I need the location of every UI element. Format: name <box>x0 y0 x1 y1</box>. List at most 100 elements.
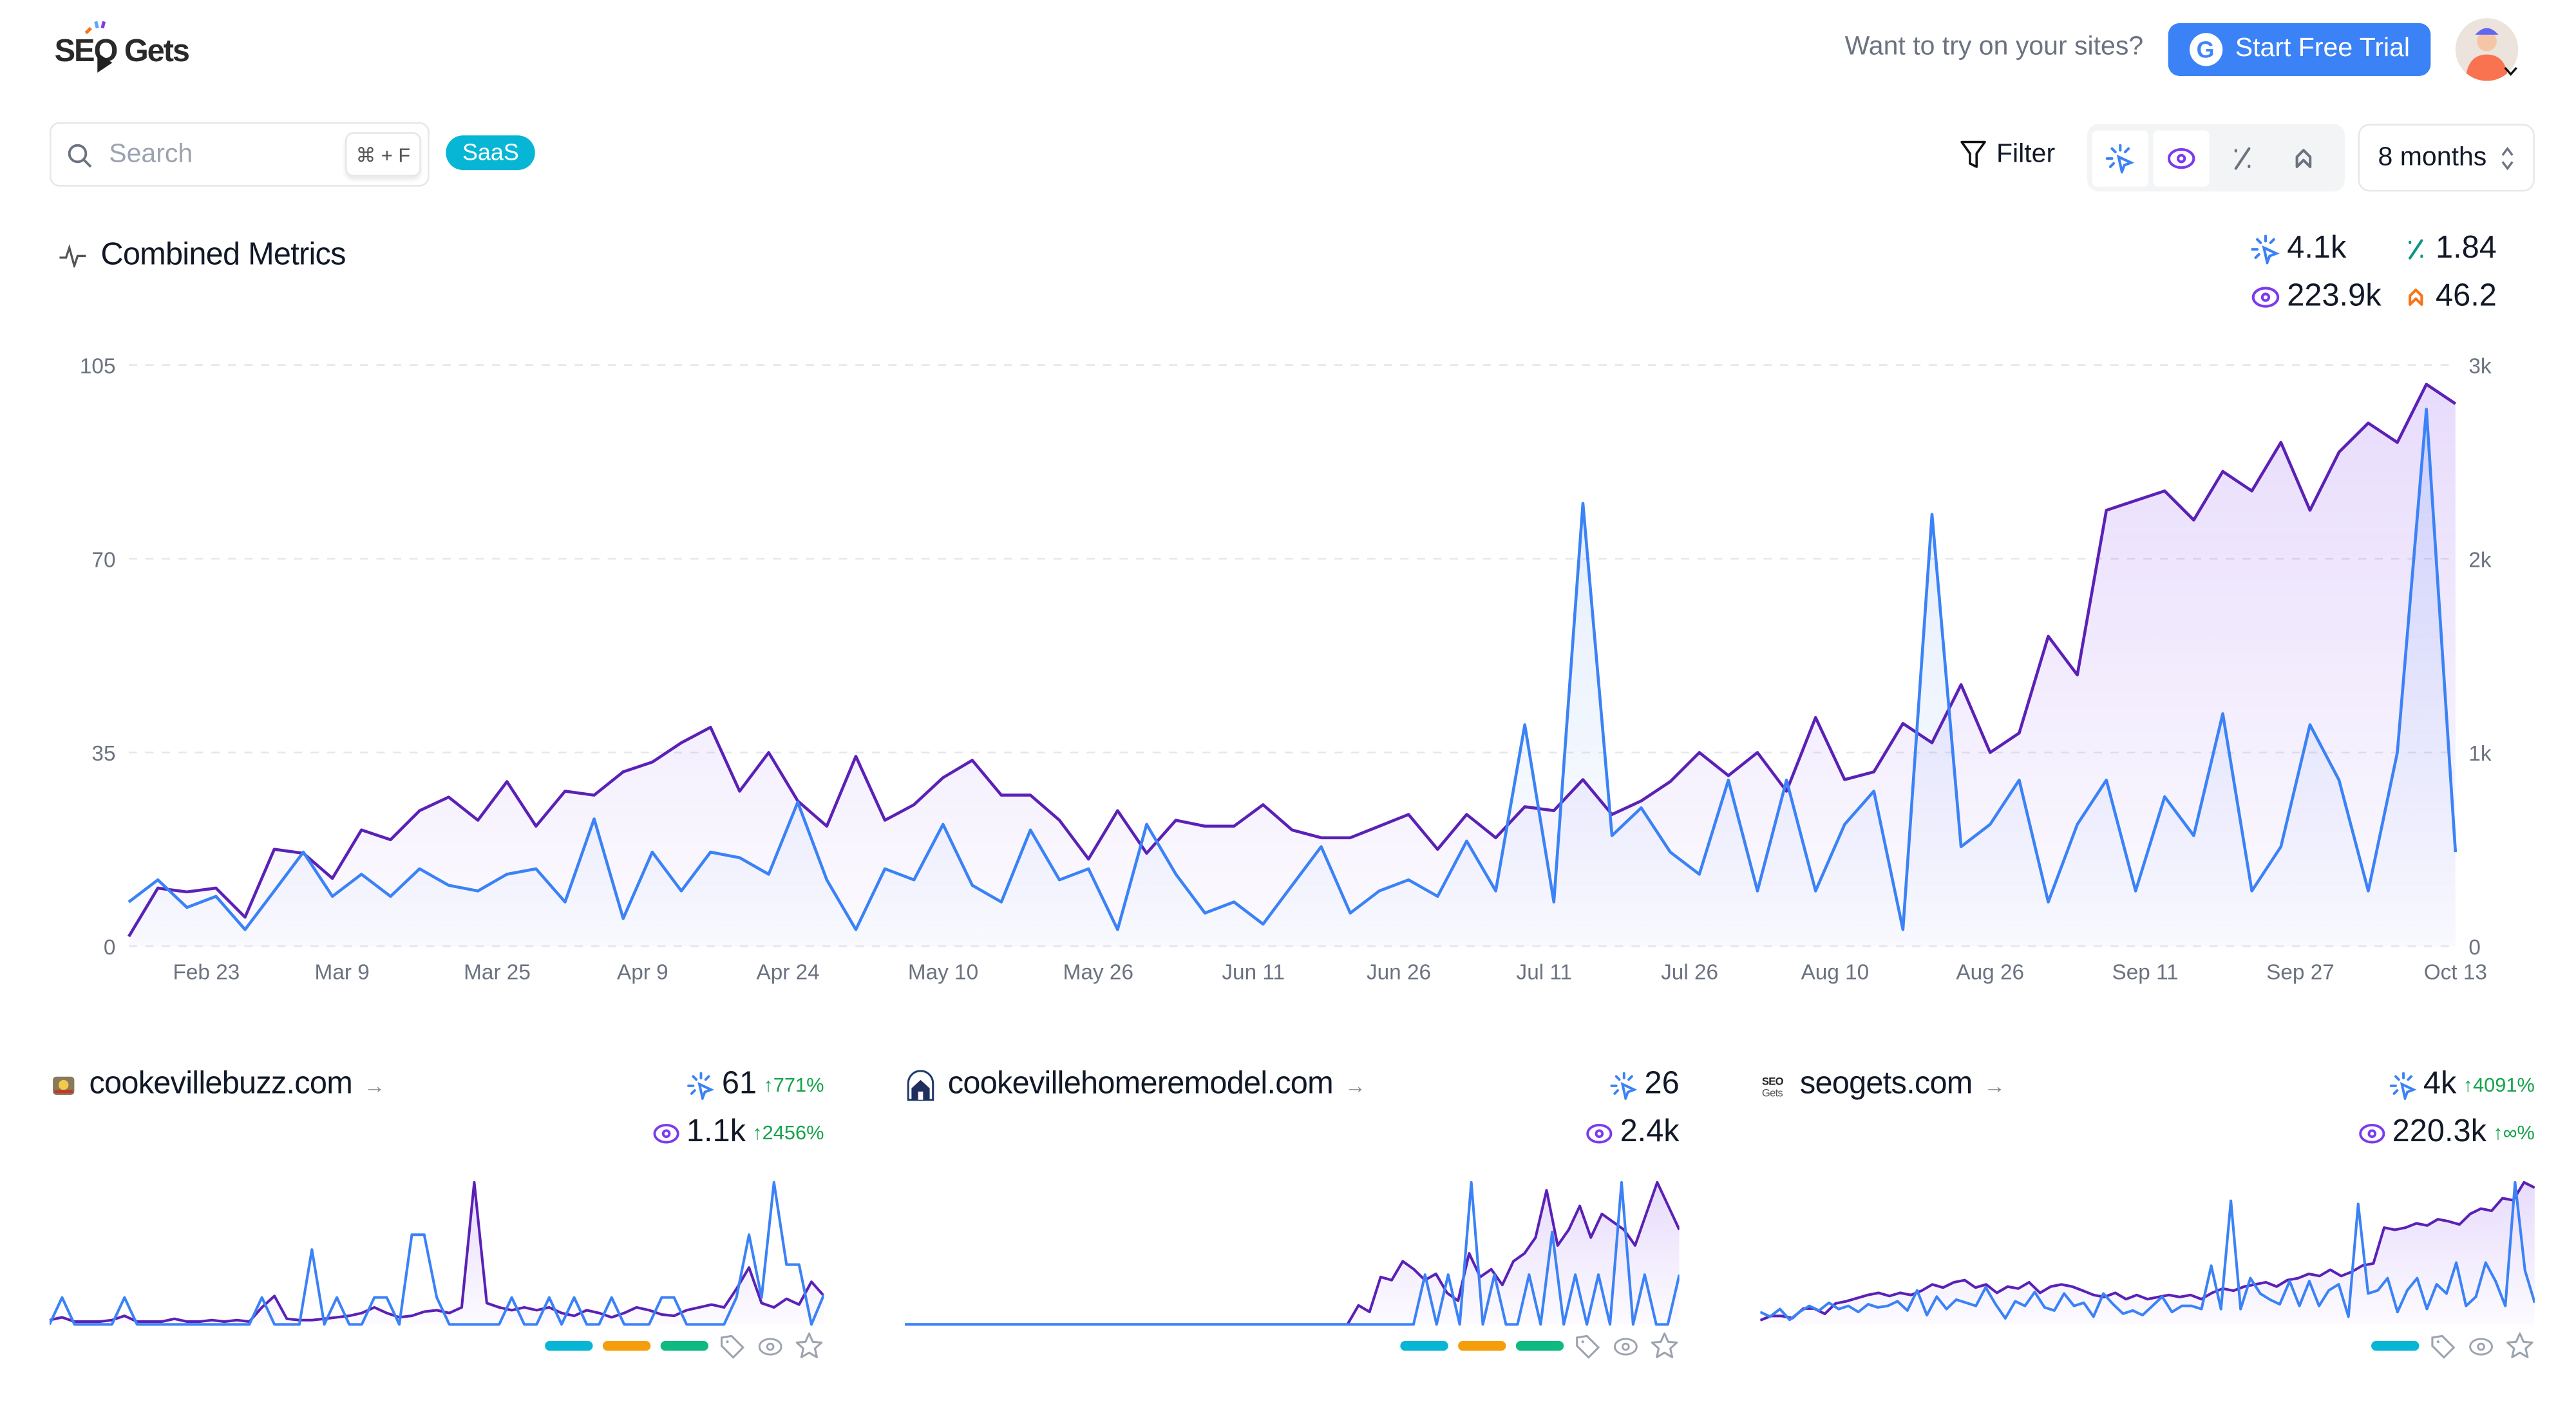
watch-eye-icon[interactable] <box>1612 1332 1640 1360</box>
toggle-ctr[interactable] <box>2214 129 2270 185</box>
site-link[interactable]: cookevillebuzz.com → <box>50 1067 385 1103</box>
tag-icon[interactable] <box>2429 1332 2458 1360</box>
watch-eye-icon[interactable] <box>756 1332 784 1360</box>
metric-toggle-group <box>2087 124 2345 192</box>
site-actions <box>2371 1331 2535 1361</box>
favorite-star-icon[interactable] <box>1650 1331 1680 1361</box>
average-ctr-value: 1.84 <box>2436 231 2497 266</box>
x-axis-tick: Sep 11 <box>2112 961 2179 985</box>
filter-button[interactable]: Filter <box>1960 140 2056 170</box>
search-input[interactable] <box>106 138 327 171</box>
site-clicks: 4k ↑4091% <box>2389 1067 2535 1103</box>
impressions-eye-icon <box>2358 1123 2385 1143</box>
site-sparkline[interactable] <box>1760 1156 2535 1329</box>
site-clicks: 61 ↑771% <box>687 1067 824 1103</box>
clicks-line <box>905 1181 1680 1326</box>
seogets-logo[interactable]: SEO Gets <box>55 20 193 76</box>
x-axis-tick: Mar 25 <box>464 961 531 985</box>
site-card[interactable]: SEO Gets seogets.com → 4k ↑4091% 220.3k ↑∞% <box>1760 1057 2535 1387</box>
clicks-icon <box>2105 143 2135 173</box>
site-clicks: 26 <box>1610 1067 1680 1103</box>
site-impressions: 2.4k <box>1586 1115 1680 1151</box>
site-domain: cookevillehomeremodel.com <box>947 1067 1334 1102</box>
x-axis-tick: Apr 24 <box>757 961 820 985</box>
filter-label: Filter <box>1996 140 2056 169</box>
clicks-line <box>128 408 2458 931</box>
total-impressions-value: 223.9k <box>2287 279 2382 314</box>
site-tag-pill[interactable] <box>660 1341 708 1351</box>
total-clicks-value: 4.1k <box>2287 231 2347 266</box>
favorite-star-icon[interactable] <box>794 1331 824 1361</box>
site-impressions: 220.3k ↑∞% <box>2358 1115 2535 1151</box>
tag-saas[interactable]: SaaS <box>446 135 536 171</box>
site-tag-pill[interactable] <box>2371 1341 2420 1351</box>
total-impressions: 223.9k <box>2251 279 2382 315</box>
site-impressions-value: 220.3k <box>2392 1114 2486 1150</box>
x-axis-tick: Jun 26 <box>1367 961 1431 985</box>
left-axis-tick: 0 <box>104 936 116 960</box>
site-tag-pill[interactable] <box>1458 1341 1506 1351</box>
toggle-clicks[interactable] <box>2092 129 2148 186</box>
clicks-icon <box>1610 1071 1638 1099</box>
clicks-icon <box>687 1071 715 1099</box>
watch-eye-icon[interactable] <box>2467 1332 2496 1360</box>
impressions-line <box>1760 1181 2535 1322</box>
site-impressions: 1.1k ↑2456% <box>652 1115 824 1151</box>
right-axis-tick: 2k <box>2468 548 2492 572</box>
site-sparkline[interactable] <box>49 1156 824 1329</box>
site-card[interactable]: cookevillehomeremodel.com → 26 2.4k <box>905 1057 1680 1387</box>
x-axis-tick: Feb 23 <box>173 961 240 985</box>
site-sparkline[interactable] <box>905 1156 1680 1329</box>
search-box[interactable]: ⌘ + F <box>49 122 430 187</box>
toggle-position[interactable] <box>2275 129 2331 185</box>
impressions-eye-icon <box>652 1123 679 1143</box>
tag-icon[interactable] <box>1574 1332 1602 1360</box>
average-position: 46.2 <box>2403 279 2497 315</box>
left-axis-tick: 70 <box>91 548 115 572</box>
favorite-star-icon[interactable] <box>2505 1331 2535 1361</box>
start-free-trial-button[interactable]: G Start Free Trial <box>2168 23 2431 76</box>
combined-metrics-chart[interactable]: 105 3k 70 2k 35 1k 0 0 Feb 23 Mar 9 Mar 25 Apr 9 Apr… <box>0 0 2576 1007</box>
right-axis-tick: 0 <box>2468 936 2481 960</box>
svg-text:Gets: Gets <box>1762 1086 1783 1098</box>
site-clicks-change-value: 4091% <box>2473 1073 2535 1097</box>
cookevillehomeremodel-favicon <box>907 1069 934 1100</box>
position-icon <box>2295 147 2312 167</box>
site-link[interactable]: SEO Gets seogets.com → <box>1760 1067 2005 1103</box>
x-axis-tick: Jun 11 <box>1222 961 1285 985</box>
try-prompt: Want to try on your sites? <box>1844 33 2144 61</box>
date-range-select[interactable]: 8 months <box>2358 124 2535 192</box>
right-axis-tick: 3k <box>2468 354 2492 378</box>
site-actions <box>1400 1331 1679 1361</box>
clicks-icon <box>2251 234 2280 265</box>
site-clicks-change-value: 771% <box>773 1073 824 1097</box>
site-card[interactable]: cookevillebuzz.com → 61 ↑771% 1.1k ↑2456% <box>49 1057 824 1387</box>
site-tag-pill[interactable] <box>1400 1341 1448 1351</box>
avatar-chevron-down-icon[interactable] <box>2503 66 2518 78</box>
toggle-impressions[interactable] <box>2153 129 2210 186</box>
total-clicks: 4.1k <box>2251 231 2347 267</box>
site-tag-pill[interactable] <box>1515 1341 1564 1351</box>
impressions-line <box>49 1181 824 1323</box>
x-axis-tick: May 26 <box>1063 961 1133 985</box>
site-impressions-change: ↑∞% <box>2493 1121 2535 1144</box>
site-link[interactable]: cookevillehomeremodel.com → <box>905 1067 1366 1103</box>
clicks-line <box>49 1181 824 1326</box>
google-icon: G <box>2188 33 2222 66</box>
site-tag-pill[interactable] <box>545 1341 593 1351</box>
tag-icon[interactable] <box>718 1332 746 1360</box>
trial-label: Start Free Trial <box>2235 34 2410 63</box>
svg-text:SEO: SEO <box>1762 1074 1784 1086</box>
average-position-value: 46.2 <box>2436 279 2497 314</box>
site-tag-pill[interactable] <box>602 1341 651 1351</box>
site-actions <box>545 1331 824 1361</box>
x-axis-tick: May 10 <box>908 961 978 985</box>
right-axis-tick: 1k <box>2468 742 2492 766</box>
average-ctr: 1.84 <box>2403 231 2497 267</box>
x-axis-tick: Jul 11 <box>1517 961 1572 985</box>
logo-mark-icon <box>84 21 106 35</box>
site-impressions-change-value: ∞% <box>2503 1121 2535 1144</box>
left-axis-tick: 105 <box>80 354 116 378</box>
impressions-area <box>905 1182 1680 1325</box>
